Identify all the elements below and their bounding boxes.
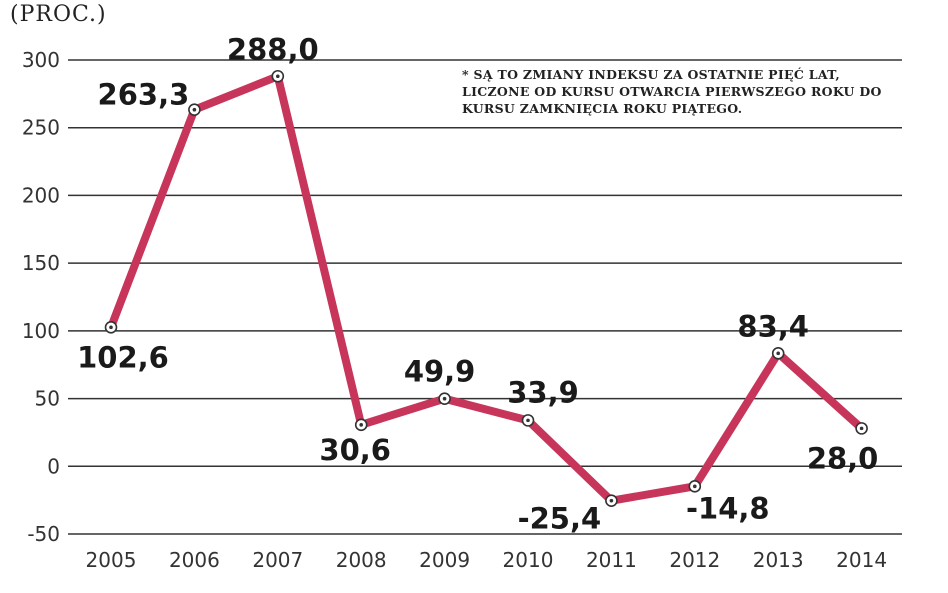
y-tick-label: 50 <box>35 387 60 411</box>
x-tick-label: 2009 <box>419 548 470 572</box>
data-label: 49,9 <box>404 355 476 389</box>
data-label: -14,8 <box>686 491 770 525</box>
y-tick-label: 100 <box>22 319 60 343</box>
y-tick-label: 200 <box>22 183 60 207</box>
data-point-center <box>693 484 697 489</box>
chart-note: * SĄ TO ZMIANY INDEKSU ZA OSTATNIE PIĘĆ … <box>462 67 882 116</box>
data-point-center <box>359 423 364 427</box>
y-tick-label: -50 <box>27 522 60 546</box>
data-point-center <box>109 325 113 330</box>
data-point-center <box>609 498 614 503</box>
x-tick-label: 2014 <box>836 548 887 572</box>
data-point-center <box>192 107 197 112</box>
series-line <box>107 70 866 505</box>
y-tick-label: 0 <box>47 454 60 478</box>
data-point-center <box>526 418 530 423</box>
data-point-center <box>776 351 780 356</box>
x-tick-label: 2005 <box>86 548 137 572</box>
x-tick-label: 2012 <box>669 548 720 572</box>
x-tick-label: 2006 <box>169 548 220 572</box>
x-tick-label: 2010 <box>503 548 554 572</box>
data-label: 30,6 <box>319 433 391 467</box>
data-label: 288,0 <box>227 32 319 66</box>
x-tick-label: 2007 <box>252 548 303 572</box>
x-tick-label: 2008 <box>336 548 387 572</box>
data-point-center <box>442 396 447 401</box>
y-tick-label: 250 <box>22 116 60 140</box>
data-label: 263,3 <box>98 78 190 112</box>
y-tick-label: 150 <box>22 251 60 275</box>
x-tick-label: 2013 <box>753 548 804 572</box>
data-point-center <box>276 74 280 79</box>
data-label: 102,6 <box>77 340 169 374</box>
data-point-center <box>859 426 864 431</box>
y-unit-label: (PROC.) <box>10 2 107 27</box>
y-tick-label: 300 <box>22 48 60 72</box>
data-label: 83,4 <box>737 309 809 343</box>
data-label: 28,0 <box>807 441 879 475</box>
x-tick-label: 2011 <box>586 548 637 572</box>
data-label: 33,9 <box>507 375 579 409</box>
data-label: -25,4 <box>518 502 602 536</box>
